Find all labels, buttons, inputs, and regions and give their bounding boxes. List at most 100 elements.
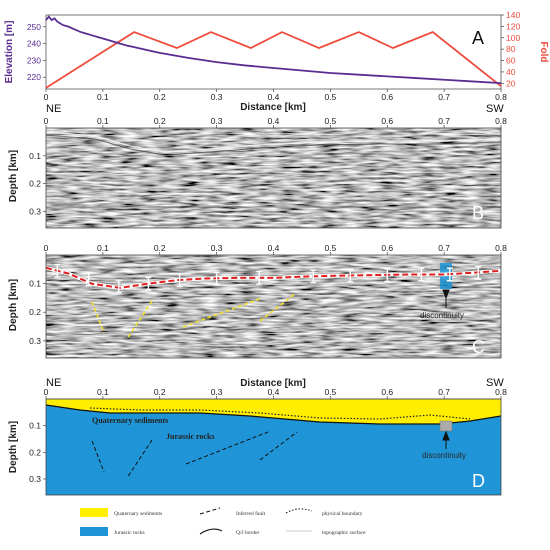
x-tick-label: 0.7 <box>438 116 450 126</box>
y-tick-label: 0.1 <box>29 421 41 431</box>
y-right-tick-label: 120 <box>506 21 520 31</box>
reflector-line <box>46 131 501 153</box>
fault-line <box>91 440 105 473</box>
x-tick-label: 0.5 <box>324 387 336 397</box>
legend-swatch-physical-boundary <box>285 508 313 514</box>
inferred-faults <box>91 292 297 340</box>
panel-c-ylabel: Depth [km] <box>8 279 19 331</box>
y-left-tick-label: 220 <box>27 72 41 82</box>
panel-d-ylabel: Depth [km] <box>8 421 19 473</box>
seismic-section-b <box>46 128 501 228</box>
y-left-tick-label: 230 <box>27 55 41 65</box>
fault-line <box>126 300 153 340</box>
jurassic-label: Jurassic rocks <box>166 432 215 441</box>
fault-line <box>91 301 105 334</box>
fault-line <box>259 292 297 322</box>
fault-line <box>185 431 269 465</box>
x-tick-label: 0.1 <box>97 116 109 126</box>
x-tick-label: 0.6 <box>381 116 393 126</box>
panel-b-tag: B <box>472 203 484 223</box>
fault-line <box>259 431 298 461</box>
y-tick-label: 0.2 <box>29 447 41 457</box>
panel-c: discontinuity 0 0.1 0.2 0.3 0.4 0.5 0.6 0.7 0.8 … <box>8 243 507 389</box>
panel-d-annotation: discontinuity <box>422 451 466 460</box>
legend-label-physical-boundary: physical boundary <box>322 511 363 517</box>
x-tick-label: 0.7 <box>438 387 450 397</box>
panel-c-annotation: discontinuity <box>420 311 464 320</box>
x-tick-label: 0.4 <box>268 92 280 102</box>
x-tick-label: 0.5 <box>324 116 336 126</box>
qj-border-halo <box>46 266 501 290</box>
panel-a: 0 0.1 0.2 0.3 0.4 0.5 0.6 0.7 0.8 250 240 230 220 1… <box>4 10 549 113</box>
x-tick-label: 0.6 <box>381 92 393 102</box>
x-tick-label: 0.3 <box>211 116 223 126</box>
x-tick-label: 0 <box>44 243 49 253</box>
x-tick-label: 0.2 <box>154 92 166 102</box>
discontinuity-box <box>439 420 453 432</box>
x-tick-label: 0 <box>44 116 49 126</box>
x-tick-label: 0.1 <box>97 243 109 253</box>
x-tick-label: 0.8 <box>495 92 507 102</box>
legend-swatch-fault <box>199 507 221 515</box>
x-tick-label: 0.6 <box>381 387 393 397</box>
legend-label-qj-border: Q/J border <box>236 530 260 536</box>
x-tick-label: 0.7 <box>438 243 450 253</box>
x-tick-label: 0.2 <box>154 243 166 253</box>
y-right-tick-label: 20 <box>506 78 516 88</box>
quaternary-label: Quaternary sediments <box>92 416 168 425</box>
fault-line <box>126 439 153 479</box>
y-tick-label: 0.3 <box>29 336 41 346</box>
x-tick-label: 0 <box>44 92 49 102</box>
seismic-section-c <box>46 255 501 358</box>
panel-d-faults <box>91 431 298 479</box>
x-tick-label: 0.3 <box>211 243 223 253</box>
y-right-tick-label: 80 <box>506 44 516 54</box>
discontinuity-arrow-d <box>442 430 450 449</box>
x-tick-label: 0.3 <box>211 92 223 102</box>
x-tick-label: 0.5 <box>324 92 336 102</box>
x-tick-label: 0.5 <box>324 243 336 253</box>
discontinuity-arrow-c <box>442 289 450 308</box>
direction-ne-bottom: NE <box>46 377 61 389</box>
direction-sw-bottom: SW <box>486 377 504 389</box>
legend: Quaternary sediments Jurassic rocks Infe… <box>80 507 366 536</box>
x-tick-label: 0.6 <box>381 243 393 253</box>
y-right-tick-label: 140 <box>506 10 520 20</box>
x-tick-label: 0.4 <box>268 243 280 253</box>
x-tick-label: 0.8 <box>495 387 507 397</box>
panel-d-tag: D <box>472 471 485 491</box>
legend-label-jurassic: Jurassic rocks <box>114 530 145 536</box>
y-tick-label: 0.3 <box>29 206 41 216</box>
panel-b-ylabel: Depth [km] <box>8 150 19 202</box>
x-tick-label: 0.2 <box>154 116 166 126</box>
x-tick-label: 0.2 <box>154 387 166 397</box>
legend-label-fault: Inferred fault <box>236 510 266 517</box>
panel-a-xlabel: Distance [km] <box>240 102 306 113</box>
x-tick-label: 0.8 <box>495 116 507 126</box>
direction-ne-top: NE <box>46 103 61 115</box>
x-tick-label: 0.7 <box>438 92 450 102</box>
y-left-tick-label: 250 <box>27 22 41 32</box>
x-tick-label: 0.4 <box>268 387 280 397</box>
legend-swatch-quaternary <box>80 508 108 517</box>
x-tick-label: 0.1 <box>97 387 109 397</box>
panel-a-tag: A <box>472 28 484 48</box>
y-tick-label: 0.3 <box>29 474 41 484</box>
legend-swatch-jurassic <box>80 527 108 536</box>
panel-a-left-ylabel: Elevation [m] <box>4 21 15 84</box>
x-tick-label: 0.3 <box>211 387 223 397</box>
panel-c-tag: C <box>472 337 485 357</box>
fault-line <box>182 297 263 328</box>
y-left-tick-label: 240 <box>27 39 41 49</box>
elevation-line <box>45 15 502 85</box>
x-tick-label: 0.1 <box>97 92 109 102</box>
panel-d: discontinuity Quaternary sediments Juras… <box>8 387 507 496</box>
reflector-shadow <box>46 134 501 156</box>
legend-label-topographic-surface: topographic surface <box>322 529 366 536</box>
fold-line <box>45 31 502 89</box>
y-right-tick-label: 100 <box>506 33 520 43</box>
x-tick-label: 0 <box>44 387 49 397</box>
y-tick-label: 0.1 <box>29 279 41 289</box>
panel-c-xlabel: Distance [km] <box>240 378 306 389</box>
